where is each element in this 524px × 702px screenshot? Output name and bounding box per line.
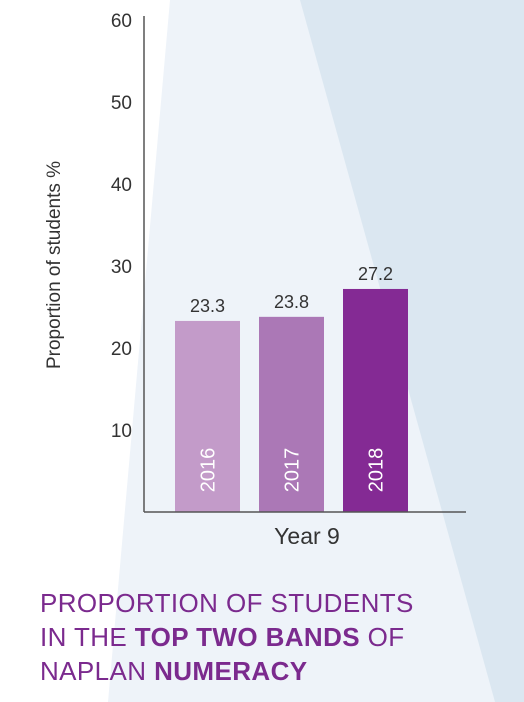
- y-tick-label: 60: [111, 11, 132, 32]
- caption-line-3: NAPLAN NUMERACY: [40, 654, 510, 688]
- category-label-2017: 2017: [282, 448, 304, 493]
- data-label-2017: 23.8: [274, 292, 309, 312]
- y-tick-label: 10: [111, 421, 132, 442]
- caption-line-2: IN THE TOP TWO BANDS OF: [40, 620, 510, 654]
- caption-line-1: PROPORTION OF STUDENTS: [40, 588, 414, 618]
- y-tick-label: 20: [111, 339, 132, 360]
- category-label-2016: 2016: [198, 448, 220, 493]
- caption-line-3-prefix: NAPLAN: [40, 656, 155, 686]
- y-tick-label: 40: [111, 175, 132, 196]
- chart-caption: PROPORTION OF STUDENTS IN THE TOP TWO BA…: [40, 586, 510, 688]
- data-label-2016: 23.3: [190, 296, 225, 316]
- bar-2018: [343, 288, 408, 512]
- caption-line-2-prefix: IN THE: [40, 622, 135, 652]
- background-mid-shape: [300, 0, 524, 702]
- y-tick-label: 30: [111, 257, 132, 278]
- y-axis-label: Proportion of students %: [44, 161, 65, 369]
- bar-2016: [175, 320, 240, 512]
- y-tick-label: 50: [111, 93, 132, 114]
- caption-line-3-bold: NUMERACY: [154, 656, 308, 686]
- bars: 23.3 2016 23.8 2017 27.2 2018: [175, 264, 408, 512]
- caption-line-2-suffix: OF: [360, 622, 405, 652]
- data-label-2018: 27.2: [358, 264, 393, 284]
- bar-chart: 10 20 30 40 50 60 23.3 2016 23.8 2017 27.2 2018 Pr…: [44, 11, 466, 549]
- x-axis-label: Year 9: [274, 523, 340, 549]
- category-label-2018: 2018: [366, 448, 388, 493]
- caption-line-2-bold: TOP TWO BANDS: [134, 622, 361, 652]
- y-axis-ticks: 10 20 30 40 50 60: [111, 11, 132, 442]
- bar-2017: [259, 316, 324, 512]
